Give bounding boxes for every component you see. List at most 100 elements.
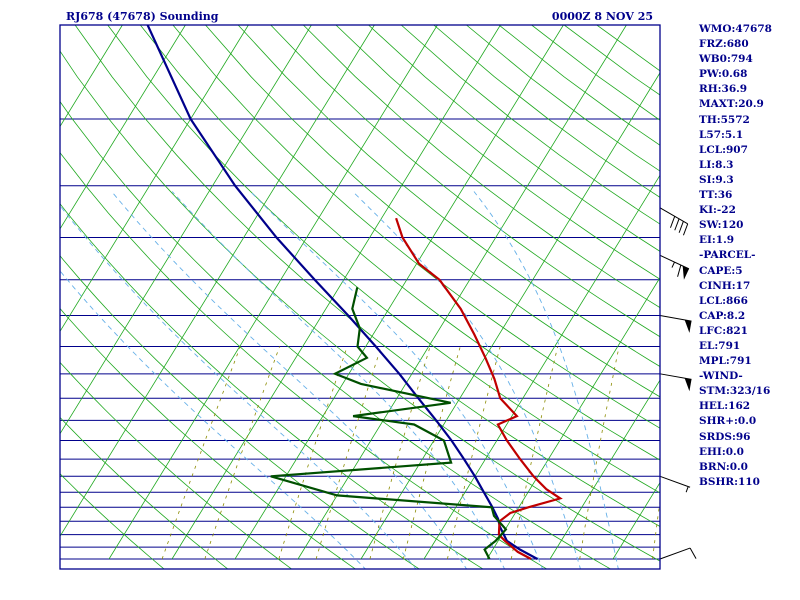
index-line: MAXT:20.9 — [699, 98, 764, 111]
isotherm-line — [423, 174, 660, 560]
station-title: RJ678 (47678) Sounding — [66, 10, 219, 23]
index-line: SW:120 — [699, 219, 744, 232]
index-line: EI:1.9 — [699, 234, 735, 247]
dry-adiabat — [172, 25, 660, 429]
sounding-time: 0000Z 8 NOV 25 — [552, 10, 653, 23]
moist-adiabat — [60, 270, 367, 569]
isotherm-line — [234, 25, 564, 560]
isotherm-line — [60, 25, 123, 128]
mixing-ratio-line — [652, 498, 660, 560]
dry-adiabat — [60, 50, 660, 562]
mixing-ratio-line — [447, 346, 501, 560]
index-line: -PARCEL- — [699, 249, 756, 262]
index-line: BRN:0.0 — [699, 460, 748, 473]
dry-adiabat — [270, 25, 660, 338]
barb-pennant — [684, 378, 692, 392]
moist-adiabat — [111, 191, 468, 569]
dry-adiabat — [60, 307, 357, 569]
dry-adiabat — [60, 473, 165, 569]
moist-adiabat — [60, 204, 417, 569]
index-line: WMO:47678 — [699, 23, 772, 35]
isotherm-line — [360, 72, 660, 560]
index-line: FRZ:680 — [699, 38, 749, 51]
plot-frame — [59, 24, 661, 570]
dry-adiabat — [60, 255, 420, 569]
index-line: TH:5572 — [699, 113, 750, 126]
isotherm-line — [549, 379, 660, 560]
barb-flag — [674, 218, 680, 231]
isotherm-line — [60, 25, 312, 435]
index-line: BSHR:110 — [699, 475, 760, 488]
index-line: EHI:0.0 — [699, 445, 744, 458]
mixing-ratio-line — [161, 346, 241, 560]
isotherm-line — [108, 25, 438, 560]
index-line: LI:8.3 — [699, 158, 734, 171]
barb-shaft — [659, 475, 691, 488]
dry-adiabat — [107, 25, 660, 494]
wind-barb — [659, 373, 692, 392]
mixing-ratio-line — [402, 346, 461, 560]
index-line: LCL:866 — [699, 294, 748, 307]
barb-flag — [669, 216, 676, 228]
barb-flag — [689, 547, 697, 559]
dry-adiabat — [60, 416, 229, 569]
dewpoint-trace — [270, 287, 508, 560]
wind-barb — [659, 475, 691, 493]
barb-flag — [677, 264, 682, 277]
index-line: WB0:794 — [699, 53, 753, 66]
dry-adiabat — [139, 25, 660, 461]
barb-shaft — [659, 207, 688, 225]
indices-panel: WMO:47678 FRZ:680 WB0:794 PW:0.68 RH:36.9 MAX… — [699, 22, 799, 490]
barb-flag — [682, 223, 689, 236]
index-line: -WIND- — [699, 370, 743, 383]
index-line: STM:323/16 — [699, 385, 771, 398]
index-line: TT:36 — [699, 189, 733, 202]
barb-shaft — [659, 547, 691, 560]
index-line: KI:-22 — [699, 204, 736, 217]
dry-adiabat — [60, 151, 548, 569]
wind-barbs — [659, 207, 697, 560]
index-line: LCL:907 — [699, 143, 748, 156]
mixing-ratio-line — [579, 346, 620, 560]
dry-adiabat — [60, 361, 293, 569]
isotherm-line — [486, 276, 660, 560]
background-lines — [0, 25, 660, 569]
index-line: SRDS:96 — [699, 430, 751, 443]
index-line: SI:9.3 — [699, 173, 734, 186]
index-line: EL:791 — [699, 339, 741, 352]
wind-barb — [659, 315, 692, 333]
moist-adiabat — [250, 191, 544, 569]
index-line: CAP:8.2 — [699, 309, 746, 322]
barb-flag — [678, 221, 684, 233]
dry-adiabat — [60, 203, 484, 569]
dry-adiabat — [74, 25, 660, 527]
barb-pennant — [684, 319, 692, 333]
dry-adiabat — [303, 25, 660, 309]
index-line: CAPE:5 — [699, 264, 743, 277]
index-line: PW:0.68 — [699, 68, 748, 81]
isotherm-line — [60, 25, 375, 537]
barb-half-flag — [685, 486, 689, 493]
index-line: LFC:821 — [699, 324, 748, 337]
moist-adiabat — [352, 191, 581, 569]
mixing-ratio-line — [204, 346, 280, 560]
index-line: RH:36.9 — [699, 83, 748, 96]
dry-adiabat — [335, 25, 660, 280]
isotherm-line — [297, 25, 627, 560]
wind-barb — [659, 547, 697, 560]
dry-adiabat — [205, 25, 660, 398]
isotherm-line — [60, 25, 186, 230]
index-line: HEL:162 — [699, 400, 751, 413]
isotherm-line — [60, 25, 249, 333]
dry-adiabat — [60, 100, 612, 569]
mixing-ratio-line — [315, 346, 382, 560]
wind-barb — [659, 207, 689, 236]
mixing-ratio-line — [510, 346, 559, 560]
moist-adiabat — [171, 191, 506, 569]
mixing-ratio-line — [369, 346, 431, 560]
index-line: L57:5.1 — [699, 128, 744, 141]
wind-barb — [659, 254, 690, 280]
index-line: MPL:791 — [699, 355, 752, 368]
isotherm-line — [0, 25, 59, 559]
